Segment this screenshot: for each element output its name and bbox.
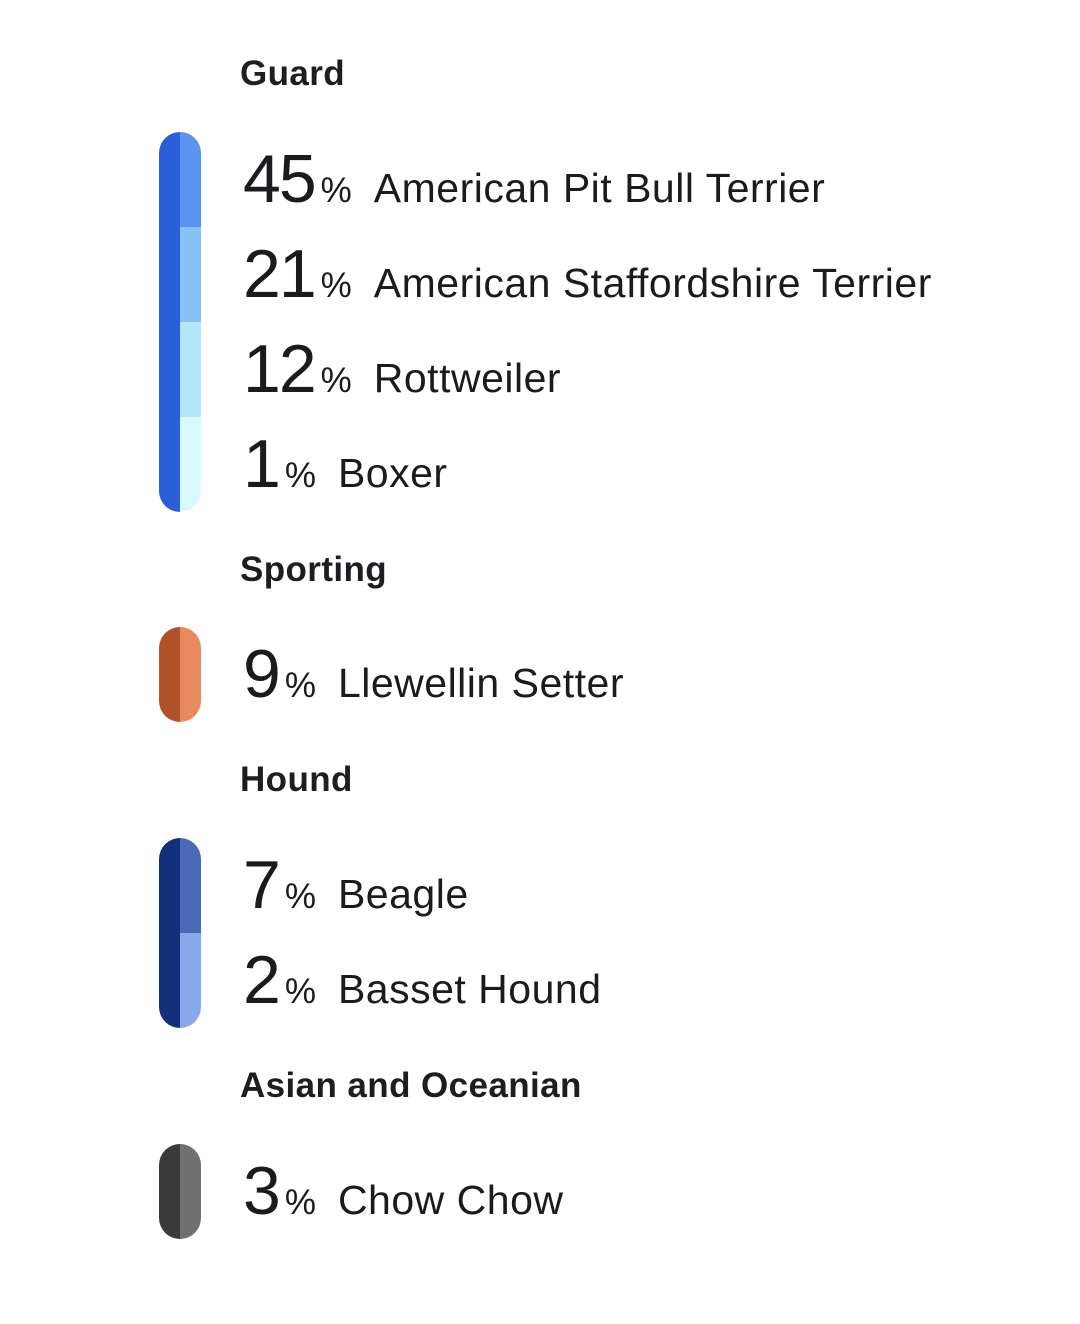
bar-group-color bbox=[159, 132, 180, 512]
breed-name: American Pit Bull Terrier bbox=[373, 165, 826, 211]
bar-segment-llewellin-setter bbox=[180, 627, 201, 722]
breed-name: American Staffordshire Terrier bbox=[373, 260, 932, 306]
ancestry-bar-sporting bbox=[159, 627, 201, 722]
breed-row-rottweiler: 12 % Rottweiler bbox=[243, 330, 561, 425]
ancestry-bar-guard bbox=[159, 132, 201, 512]
bar-segment-boxer bbox=[180, 417, 201, 512]
breed-name: Basset Hound bbox=[337, 966, 602, 1012]
percent-sign: % bbox=[284, 972, 316, 1011]
group-title-guard: Guard bbox=[240, 54, 346, 93]
bar-segment-rottweiler bbox=[180, 322, 201, 417]
breed-percent: 12 bbox=[243, 331, 317, 407]
group-title-hound: Hound bbox=[240, 760, 353, 799]
breed-name: Chow Chow bbox=[337, 1177, 564, 1223]
breed-percent: 3 bbox=[243, 1153, 281, 1229]
percent-sign: % bbox=[284, 877, 316, 916]
bar-segment-chow-chow bbox=[180, 1144, 201, 1239]
breed-row-beagle: 7 % Beagle bbox=[243, 846, 469, 941]
percent-sign: % bbox=[284, 1183, 316, 1222]
breed-row-american-staffordshire-terrier: 21 % American Staffordshire Terrier bbox=[243, 235, 932, 330]
breed-name: Beagle bbox=[337, 871, 469, 917]
breed-name: Boxer bbox=[337, 450, 448, 496]
group-title-sporting: Sporting bbox=[240, 550, 388, 589]
percent-sign: % bbox=[284, 456, 316, 495]
breed-percent: 2 bbox=[243, 942, 281, 1018]
breed-percent: 45 bbox=[243, 141, 317, 217]
ancestry-bar-hound bbox=[159, 838, 201, 1028]
bar-segment-beagle bbox=[180, 838, 201, 933]
breed-row-boxer: 1 % Boxer bbox=[243, 425, 448, 520]
breed-percent: 7 bbox=[243, 847, 281, 923]
bar-segment-american-pit-bull-terrier bbox=[180, 132, 201, 227]
breed-name: Llewellin Setter bbox=[337, 660, 624, 706]
breed-percent: 1 bbox=[243, 426, 281, 502]
breed-percent: 9 bbox=[243, 636, 281, 712]
breed-row-llewellin-setter: 9 % Llewellin Setter bbox=[243, 635, 624, 730]
breed-row-american-pit-bull-terrier: 45 % American Pit Bull Terrier bbox=[243, 140, 825, 235]
breed-row-chow-chow: 3 % Chow Chow bbox=[243, 1152, 564, 1247]
breed-row-basset-hound: 2 % Basset Hound bbox=[243, 941, 602, 1036]
ancestry-bar-asian-and-oceanian bbox=[159, 1144, 201, 1239]
bar-segment-american-staffordshire-terrier bbox=[180, 227, 201, 322]
bar-group-color bbox=[159, 627, 180, 722]
bar-segment-basset-hound bbox=[180, 933, 201, 1028]
group-title-asian-and-oceanian: Asian and Oceanian bbox=[240, 1066, 582, 1105]
percent-sign: % bbox=[320, 266, 352, 305]
breed-percent: 21 bbox=[243, 236, 317, 312]
percent-sign: % bbox=[320, 171, 352, 210]
breed-name: Rottweiler bbox=[373, 355, 562, 401]
percent-sign: % bbox=[320, 361, 352, 400]
bar-group-color bbox=[159, 838, 180, 1028]
bar-group-color bbox=[159, 1144, 180, 1239]
percent-sign: % bbox=[284, 666, 316, 705]
